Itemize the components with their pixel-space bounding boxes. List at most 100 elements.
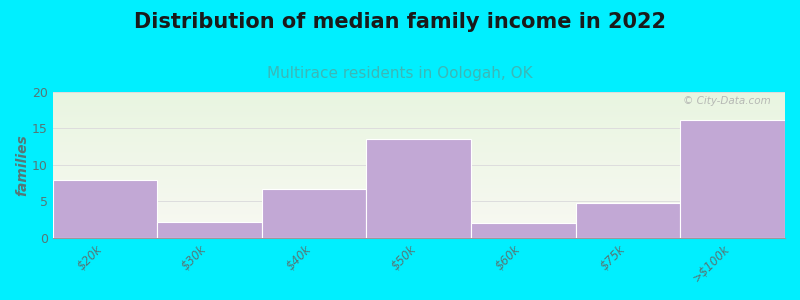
Bar xyxy=(53,130,785,131)
Bar xyxy=(53,104,785,105)
Bar xyxy=(53,197,785,198)
Bar xyxy=(53,237,785,238)
Bar xyxy=(53,97,785,98)
Bar xyxy=(53,144,785,145)
Bar xyxy=(53,151,785,152)
Bar xyxy=(53,139,785,140)
Bar xyxy=(53,184,785,185)
Bar xyxy=(53,187,785,188)
Bar xyxy=(53,171,785,172)
Bar xyxy=(53,108,785,109)
Bar xyxy=(53,110,785,111)
Bar xyxy=(53,200,785,201)
Bar xyxy=(53,227,785,228)
Bar xyxy=(53,127,785,128)
Bar xyxy=(53,135,785,136)
Bar xyxy=(262,189,366,238)
Bar xyxy=(53,207,785,208)
Bar xyxy=(53,166,785,167)
Bar xyxy=(53,141,785,142)
Bar xyxy=(53,220,785,221)
Bar xyxy=(366,140,471,238)
Bar xyxy=(53,133,785,134)
Bar xyxy=(53,128,785,129)
Bar xyxy=(53,178,785,179)
Text: Distribution of median family income in 2022: Distribution of median family income in … xyxy=(134,12,666,32)
Bar xyxy=(53,233,785,234)
Bar xyxy=(53,191,785,192)
Bar xyxy=(53,157,785,158)
Bar xyxy=(53,140,785,141)
Bar xyxy=(53,228,785,229)
Bar xyxy=(680,120,785,238)
Bar xyxy=(53,218,785,219)
Bar xyxy=(53,158,785,159)
Bar xyxy=(53,159,785,160)
Bar xyxy=(53,201,785,202)
Bar xyxy=(53,231,785,232)
Text: Multirace residents in Oologah, OK: Multirace residents in Oologah, OK xyxy=(267,66,533,81)
Bar xyxy=(53,210,785,211)
Bar xyxy=(53,219,785,220)
Bar xyxy=(53,147,785,148)
Bar xyxy=(53,156,785,157)
Bar xyxy=(53,195,785,196)
Bar xyxy=(53,175,785,176)
Bar xyxy=(53,169,785,170)
Bar xyxy=(53,179,785,180)
Bar xyxy=(53,145,785,146)
Bar xyxy=(53,224,785,225)
Bar xyxy=(53,120,785,121)
Bar xyxy=(53,206,785,207)
Bar xyxy=(53,180,157,238)
Bar xyxy=(53,225,785,226)
Bar xyxy=(53,99,785,100)
Bar xyxy=(53,149,785,150)
Bar xyxy=(53,98,785,99)
Bar xyxy=(53,204,785,205)
Bar xyxy=(53,106,785,107)
Bar xyxy=(53,208,785,209)
Bar xyxy=(53,168,785,169)
Bar xyxy=(53,217,785,218)
Bar xyxy=(53,114,785,115)
Bar xyxy=(157,222,262,238)
Bar xyxy=(53,152,785,153)
Bar xyxy=(53,154,785,155)
Bar xyxy=(53,199,785,200)
Bar xyxy=(53,235,785,236)
Bar xyxy=(53,155,785,156)
Bar xyxy=(53,216,785,217)
Text: © City-Data.com: © City-Data.com xyxy=(682,96,770,106)
Bar xyxy=(53,161,785,162)
Bar xyxy=(53,134,785,135)
Bar xyxy=(53,131,785,132)
Bar xyxy=(53,146,785,147)
Bar xyxy=(471,224,576,238)
Bar xyxy=(53,174,785,175)
Bar xyxy=(53,102,785,103)
Bar xyxy=(53,107,785,108)
Bar xyxy=(53,148,785,149)
Bar xyxy=(53,189,785,190)
Bar xyxy=(53,205,785,206)
Bar xyxy=(53,124,785,125)
Bar xyxy=(53,230,785,231)
Bar xyxy=(53,123,785,124)
Bar xyxy=(53,202,785,203)
Bar xyxy=(53,113,785,114)
Bar xyxy=(53,126,785,127)
Bar xyxy=(53,136,785,137)
Bar xyxy=(53,232,785,233)
Bar xyxy=(53,153,785,154)
Bar xyxy=(53,221,785,222)
Bar xyxy=(53,119,785,120)
Bar xyxy=(53,194,785,195)
Bar xyxy=(53,226,785,227)
Bar xyxy=(53,105,785,106)
Bar xyxy=(53,176,785,177)
Bar xyxy=(53,115,785,116)
Bar xyxy=(53,214,785,215)
Bar xyxy=(53,222,785,223)
Bar xyxy=(53,169,785,170)
